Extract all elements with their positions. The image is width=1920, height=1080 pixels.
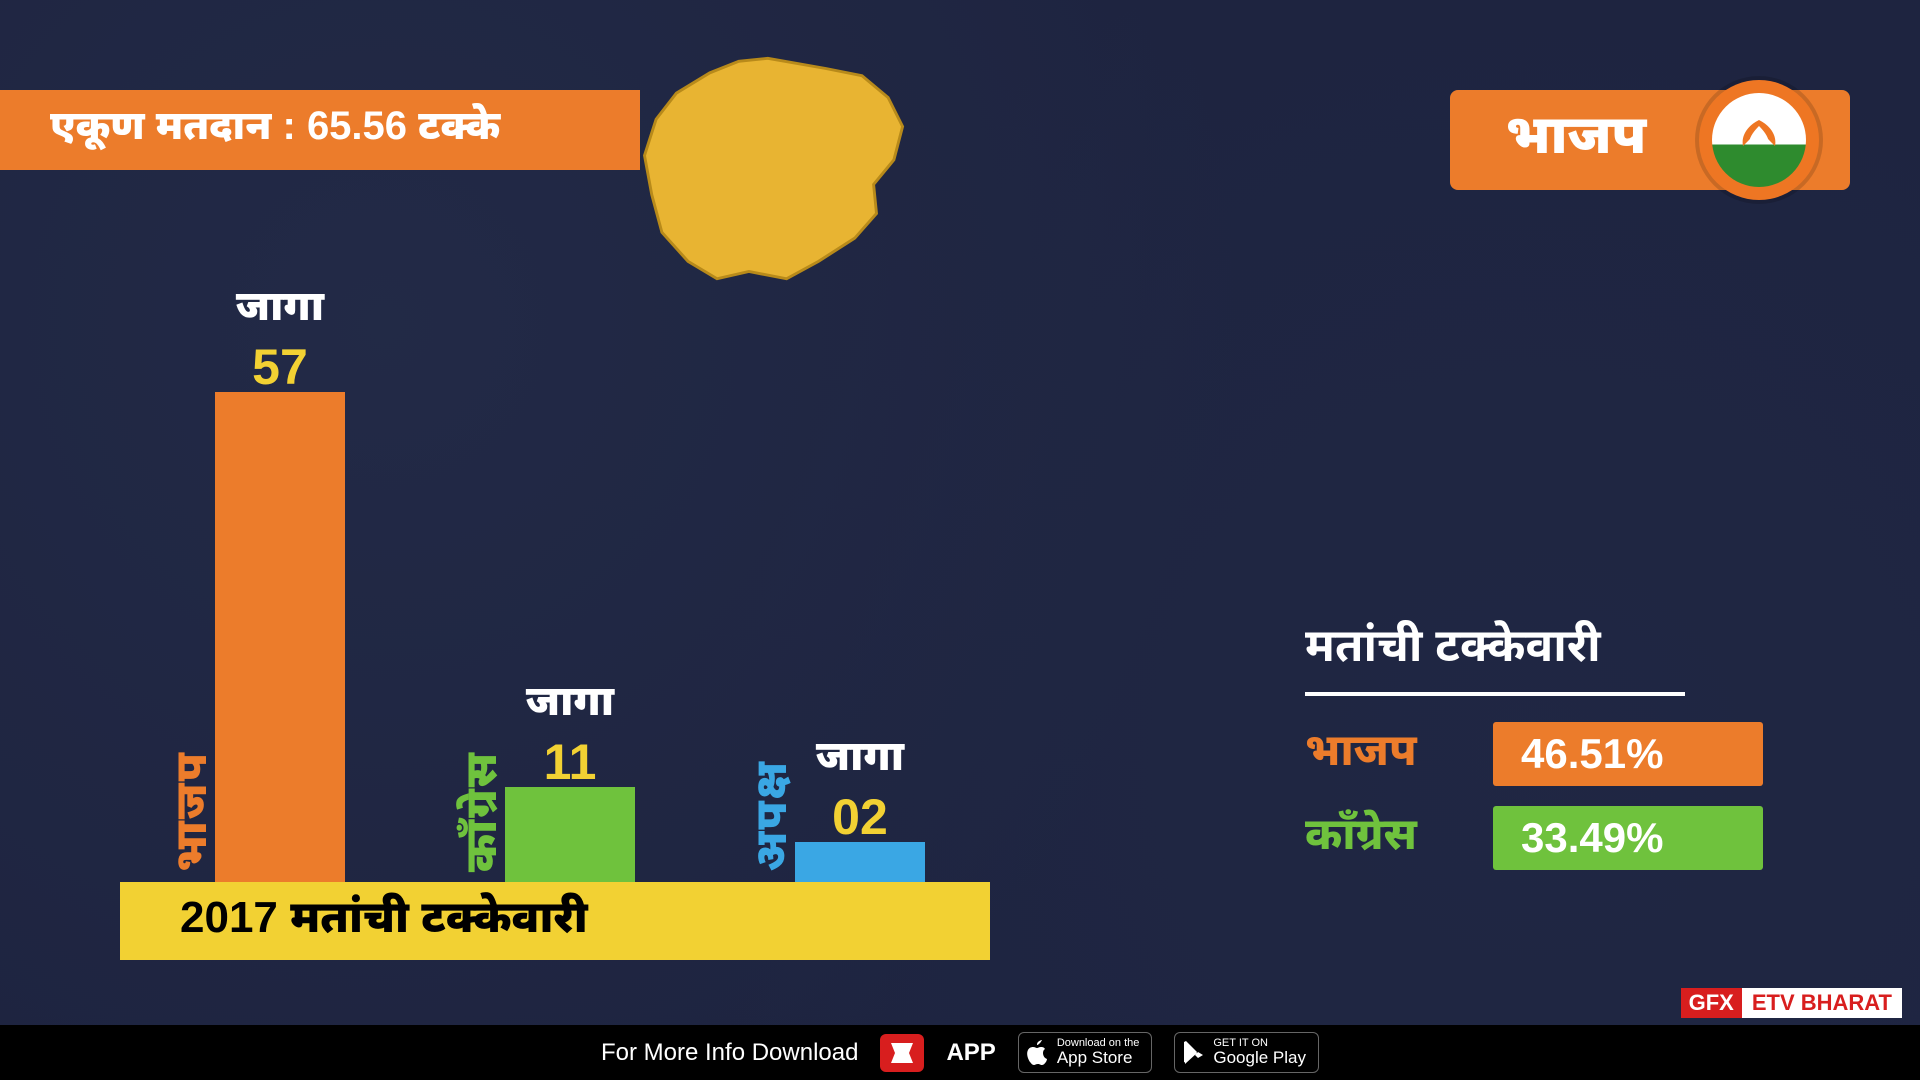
bar-rect: जागा02 xyxy=(795,842,925,882)
bar-rect: जागा57 xyxy=(215,392,345,882)
apple-icon xyxy=(1027,1040,1049,1066)
seat-word: जागा xyxy=(816,732,904,788)
voteshare-row: काँग्रेस 33.49% xyxy=(1305,806,1825,870)
appstore-badge[interactable]: Download on theApp Store xyxy=(1018,1032,1153,1073)
voteshare-row: भाजप 46.51% xyxy=(1305,722,1825,786)
state-map-icon xyxy=(630,45,920,295)
seat-word: जागा xyxy=(526,677,614,733)
chart-base: 2017 मतांची टक्केवारी xyxy=(120,882,990,960)
footer-app-word: APP xyxy=(946,1039,995,1067)
gfx-tag: GFX ETV BHARAT xyxy=(1681,988,1902,1018)
voteshare-pct: 46.51% xyxy=(1493,722,1763,786)
playstore-badge[interactable]: GET IT ONGoogle Play xyxy=(1174,1032,1319,1073)
chart-base-label: 2017 मतांची टक्केवारी xyxy=(180,893,588,950)
voteshare-title: मतांची टक्केवारी xyxy=(1305,618,1685,696)
footer-info-text: For More Info Download xyxy=(601,1039,858,1067)
bar-party-label: काँग्रेस xyxy=(453,751,510,872)
seat-value: 57 xyxy=(236,338,324,396)
play-icon xyxy=(1183,1041,1205,1065)
bar-party-label: अपक्ष xyxy=(743,760,800,872)
seat-word: जागा xyxy=(236,282,324,338)
seat-value: 02 xyxy=(816,788,904,846)
voteshare-party: काँग्रेस xyxy=(1305,810,1465,867)
bar-अपक्ष: अपक्षजागा02 xyxy=(795,842,925,882)
seat-value: 11 xyxy=(526,733,614,791)
voteshare-block: मतांची टक्केवारी भाजप 46.51% काँग्रेस 33.49… xyxy=(1305,618,1825,890)
bar-काँग्रेस: काँग्रेसजागा11 xyxy=(505,787,635,882)
voteshare-party: भाजप xyxy=(1305,726,1465,783)
turnout-text: एकूण मतदान : 65.56 टक्के xyxy=(50,104,500,156)
bar-भाजप: भाजपजागा57 xyxy=(215,392,345,882)
seats-bar-chart: भाजपजागा57काँग्रेसजागा11अपक्षजागा02 2017… xyxy=(120,310,990,960)
party-logo-icon xyxy=(1699,80,1819,200)
etv-logo-icon xyxy=(880,1034,924,1072)
footer-bar: For More Info Download APP Download on t… xyxy=(0,1025,1920,1080)
bar-party-label: भाजप xyxy=(163,751,220,872)
bar-rect: जागा11 xyxy=(505,787,635,882)
turnout-banner: एकूण मतदान : 65.56 टक्के xyxy=(0,90,640,170)
party-badge: भाजप xyxy=(1450,90,1850,190)
party-badge-label: भाजप xyxy=(1506,104,1647,176)
voteshare-pct: 33.49% xyxy=(1493,806,1763,870)
